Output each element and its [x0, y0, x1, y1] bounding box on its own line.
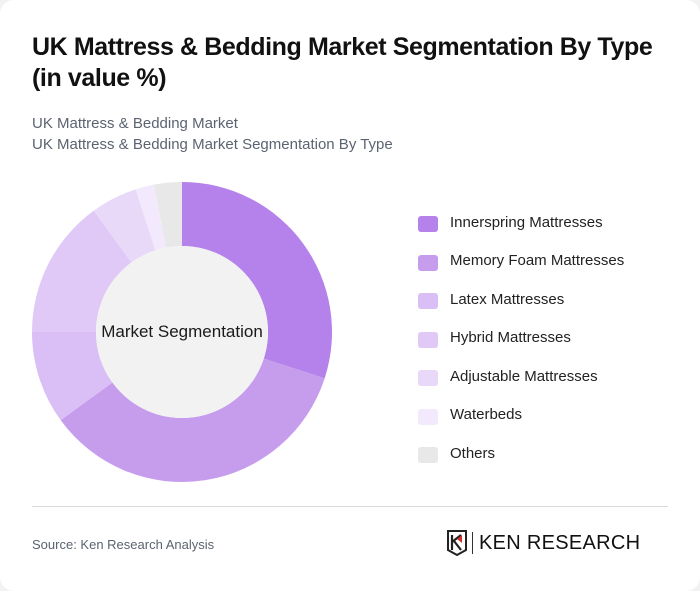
donut-chart	[32, 182, 332, 483]
subtitle-market: UK Mattress & Bedding Market	[32, 115, 238, 132]
legend-swatch	[418, 254, 438, 271]
legend-item-latex-mattresses[interactable]: Latex Mattresses	[418, 282, 624, 321]
logo-text: KEN RESEARCH	[479, 531, 641, 554]
legend-swatch	[418, 447, 438, 464]
legend-swatch	[418, 331, 438, 348]
source-note: Source: Ken Research Analysis	[32, 537, 215, 552]
legend-label: Adjustable Mattresses	[450, 367, 598, 385]
legend-item-memory-foam-mattresses[interactable]: Memory Foam Mattresses	[418, 244, 624, 283]
legend-label: Others	[450, 444, 496, 462]
donut-segment-adjustable-mattresses[interactable]	[93, 189, 156, 263]
legend-swatch	[418, 408, 438, 425]
chart-title: UK Mattress & Bedding Market Segmentatio…	[32, 33, 653, 92]
legend-swatch	[418, 293, 438, 310]
legend-label: Waterbeds	[450, 406, 522, 424]
legend-label: Memory Foam Mattresses	[450, 252, 625, 270]
logo-separator	[472, 532, 473, 554]
donut-hole	[96, 246, 268, 418]
ken-logo-icon	[447, 530, 467, 556]
subtitle-segmentation: UK Mattress & Bedding Market Segmentatio…	[32, 136, 393, 153]
donut-segment-memory-foam-mattresses[interactable]	[60, 358, 325, 483]
legend-swatch	[418, 370, 438, 387]
legend-item-waterbeds[interactable]: Waterbeds	[418, 398, 624, 437]
footer-divider	[32, 506, 668, 507]
chart-legend: Innerspring Mattresses Memory Foam Mattre…	[418, 205, 624, 475]
donut-segment-latex-mattresses[interactable]	[32, 332, 113, 421]
legend-label: Latex Mattresses	[450, 290, 565, 308]
ken-research-logo: KEN RESEARCH	[447, 530, 640, 556]
legend-label: Hybrid Mattresses	[450, 329, 571, 347]
donut-segment-hybrid-mattresses[interactable]	[32, 210, 132, 332]
legend-swatch	[418, 216, 438, 233]
donut-segment-waterbeds[interactable]	[135, 184, 166, 251]
legend-label: Innerspring Mattresses	[450, 213, 603, 231]
donut-segment-others[interactable]	[153, 182, 182, 248]
legend-item-innerspring-mattresses[interactable]: Innerspring Mattresses	[418, 205, 624, 244]
donut-segment-innerspring-mattresses[interactable]	[182, 182, 332, 379]
legend-item-hybrid-mattresses[interactable]: Hybrid Mattresses	[418, 321, 624, 360]
legend-item-others[interactable]: Others	[418, 436, 624, 475]
legend-item-adjustable-mattresses[interactable]: Adjustable Mattresses	[418, 359, 624, 398]
chart-subtitle: UK Mattress & Bedding Market UK Mattress…	[32, 113, 393, 155]
